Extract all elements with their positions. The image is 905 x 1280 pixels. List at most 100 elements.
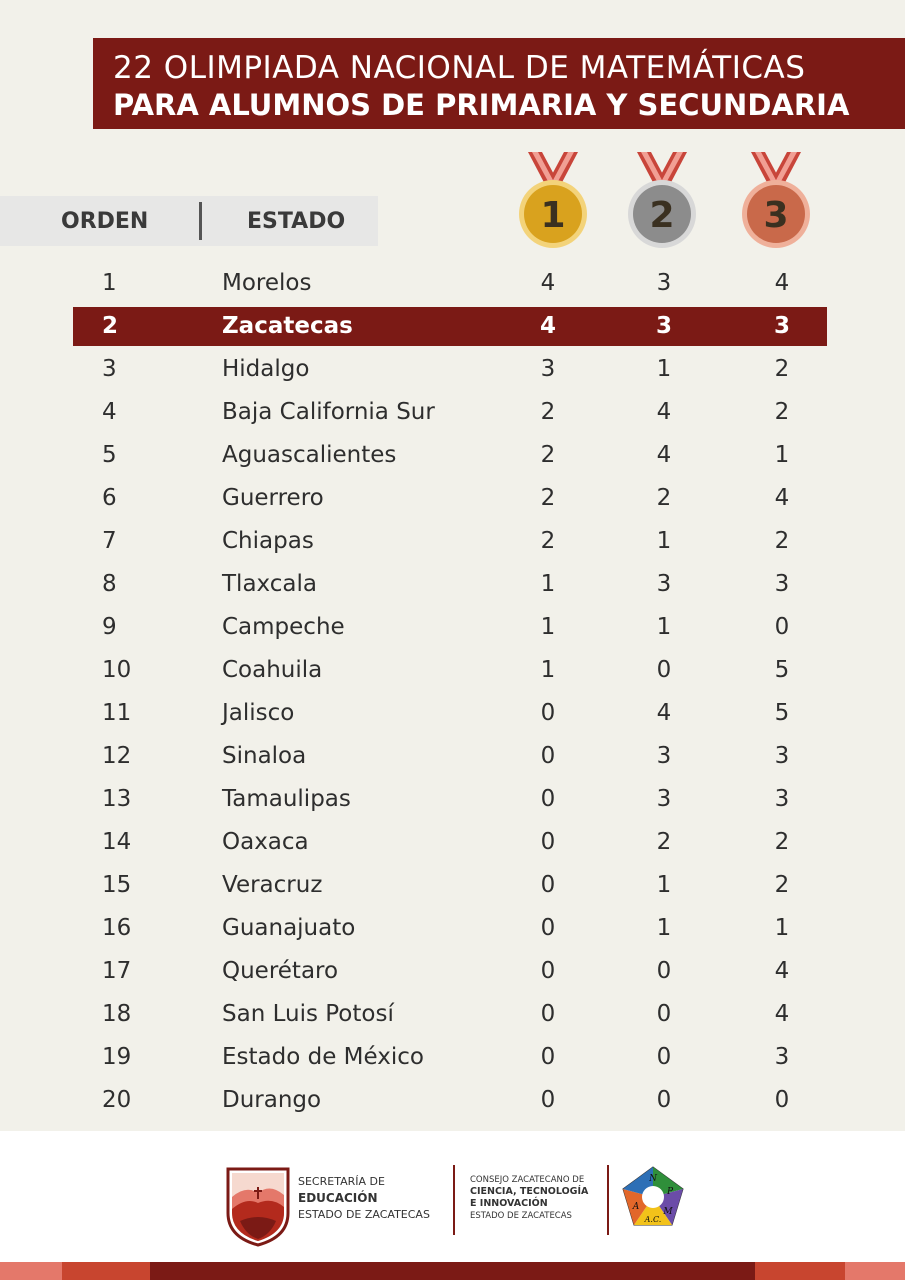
bronze-medal-icon: 3	[742, 152, 810, 248]
bronze-count-cell: 3	[774, 1044, 790, 1070]
table-row: 7 Chiapas 2 1 2	[0, 520, 905, 563]
rank-cell: 13	[102, 786, 132, 812]
state-cell: Guerrero	[222, 485, 324, 511]
title-banner: 22 OLIMPIADA NACIONAL DE MATEMÁTICAS PAR…	[93, 38, 905, 129]
gold-count-cell: 0	[540, 872, 556, 898]
rank-cell: 3	[102, 356, 117, 382]
gold-count-cell: 0	[540, 1001, 556, 1027]
secretaria-educacion-text: SECRETARÍA DE EDUCACIÓN ESTADO DE ZACATE…	[298, 1175, 430, 1221]
silver-count-cell: 0	[656, 1087, 672, 1113]
table-row: 20 Durango 0 0 0	[0, 1079, 905, 1122]
state-cell: Oaxaca	[222, 829, 309, 855]
svg-text:2: 2	[649, 195, 674, 236]
column-header-estado: ESTADO	[247, 209, 346, 234]
state-cell: Morelos	[222, 270, 312, 296]
silver-count-cell: 0	[656, 657, 672, 683]
rank-cell: 19	[102, 1044, 132, 1070]
gold-count-cell: 1	[540, 614, 556, 640]
table-row: 1 Morelos 4 3 4	[0, 262, 905, 305]
bronze-count-cell: 5	[774, 700, 790, 726]
gold-count-cell: 0	[540, 958, 556, 984]
gold-count-cell: 4	[539, 313, 556, 339]
footer-divider	[453, 1165, 455, 1235]
footer-stripe	[150, 1262, 755, 1280]
table-row: 16 Guanajuato 0 1 1	[0, 907, 905, 950]
table-row: 18 San Luis Potosí 0 0 4	[0, 993, 905, 1036]
gold-count-cell: 1	[540, 571, 556, 597]
silver-count-cell: 0	[656, 1001, 672, 1027]
bronze-count-cell: 0	[774, 614, 790, 640]
silver-count-cell: 1	[656, 614, 672, 640]
anpm-logo: N P A M A.C.	[622, 1166, 684, 1226]
footer-stripe	[755, 1262, 845, 1280]
bronze-count-cell: 3	[773, 313, 790, 339]
state-cell: Hidalgo	[222, 356, 310, 382]
state-cell: Aguascalientes	[222, 442, 397, 468]
footer-divider	[607, 1165, 609, 1235]
svg-text:3: 3	[763, 195, 788, 236]
table-row: 8 Tlaxcala 1 3 3	[0, 563, 905, 606]
state-cell: Zacatecas	[222, 313, 353, 339]
footer-stripe	[845, 1262, 905, 1280]
svg-text:M: M	[662, 1207, 673, 1217]
rank-cell: 8	[102, 571, 117, 597]
rank-cell: 12	[102, 743, 132, 769]
bronze-count-cell: 0	[774, 1087, 790, 1113]
svg-text:N: N	[648, 1174, 658, 1184]
gold-count-cell: 1	[540, 657, 556, 683]
state-cell: Estado de México	[222, 1044, 424, 1070]
state-cell: Chiapas	[222, 528, 314, 554]
consejo-zacatecano-text: CONSEJO ZACATECANO DE CIENCIA, TECNOLOGÍ…	[470, 1175, 589, 1221]
rank-cell: 16	[102, 915, 132, 941]
rank-cell: 17	[102, 958, 132, 984]
rank-cell: 15	[102, 872, 132, 898]
rank-cell: 6	[102, 485, 117, 511]
bronze-count-cell: 3	[774, 786, 790, 812]
gold-count-cell: 2	[540, 485, 556, 511]
rank-cell: 7	[102, 528, 117, 554]
rank-cell: 14	[102, 829, 132, 855]
rank-cell: 9	[102, 614, 117, 640]
footer-stripe	[62, 1262, 150, 1280]
silver-count-cell: 2	[656, 485, 672, 511]
silver-count-cell: 4	[656, 399, 672, 425]
rank-cell: 4	[102, 399, 117, 425]
gold-medal-icon: 1	[519, 152, 587, 248]
state-cell: Campeche	[222, 614, 345, 640]
secretaria-educacion-logo	[226, 1167, 290, 1247]
table-row: 4 Baja California Sur 2 4 2	[0, 391, 905, 434]
title-line-2: PARA ALUMNOS DE PRIMARIA Y SECUNDARIA	[113, 88, 850, 122]
silver-count-cell: 1	[656, 356, 672, 382]
silver-count-cell: 3	[655, 313, 672, 339]
gold-count-cell: 0	[540, 743, 556, 769]
state-cell: Durango	[222, 1087, 322, 1113]
bronze-count-cell: 3	[774, 743, 790, 769]
silver-count-cell: 4	[656, 442, 672, 468]
state-cell: Tamaulipas	[222, 786, 351, 812]
table-row: 6 Guerrero 2 2 4	[0, 477, 905, 520]
table-row: 2 Zacatecas 4 3 3	[0, 305, 905, 348]
table-row: 15 Veracruz 0 1 2	[0, 864, 905, 907]
title-line-1: 22 OLIMPIADA NACIONAL DE MATEMÁTICAS	[113, 50, 806, 86]
bronze-count-cell: 5	[774, 657, 790, 683]
bronze-count-cell: 1	[774, 915, 790, 941]
rank-cell: 10	[102, 657, 132, 683]
rank-cell: 20	[102, 1087, 132, 1113]
gold-count-cell: 0	[540, 829, 556, 855]
gold-count-cell: 0	[540, 915, 556, 941]
bronze-count-cell: 3	[774, 571, 790, 597]
silver-count-cell: 1	[656, 872, 672, 898]
column-header: ORDEN ESTADO	[0, 196, 378, 246]
table-row: 17 Querétaro 0 0 4	[0, 950, 905, 993]
gold-count-cell: 0	[540, 700, 556, 726]
bronze-count-cell: 2	[774, 356, 790, 382]
state-cell: Coahuila	[222, 657, 323, 683]
table-row: 14 Oaxaca 0 2 2	[0, 821, 905, 864]
svg-text:A.C.: A.C.	[644, 1215, 662, 1224]
silver-count-cell: 2	[656, 829, 672, 855]
rank-cell: 1	[102, 270, 117, 296]
gold-count-cell: 2	[540, 399, 556, 425]
table-row: 12 Sinaloa 0 3 3	[0, 735, 905, 778]
table-row: 10 Coahuila 1 0 5	[0, 649, 905, 692]
table-row: 11 Jalisco 0 4 5	[0, 692, 905, 735]
